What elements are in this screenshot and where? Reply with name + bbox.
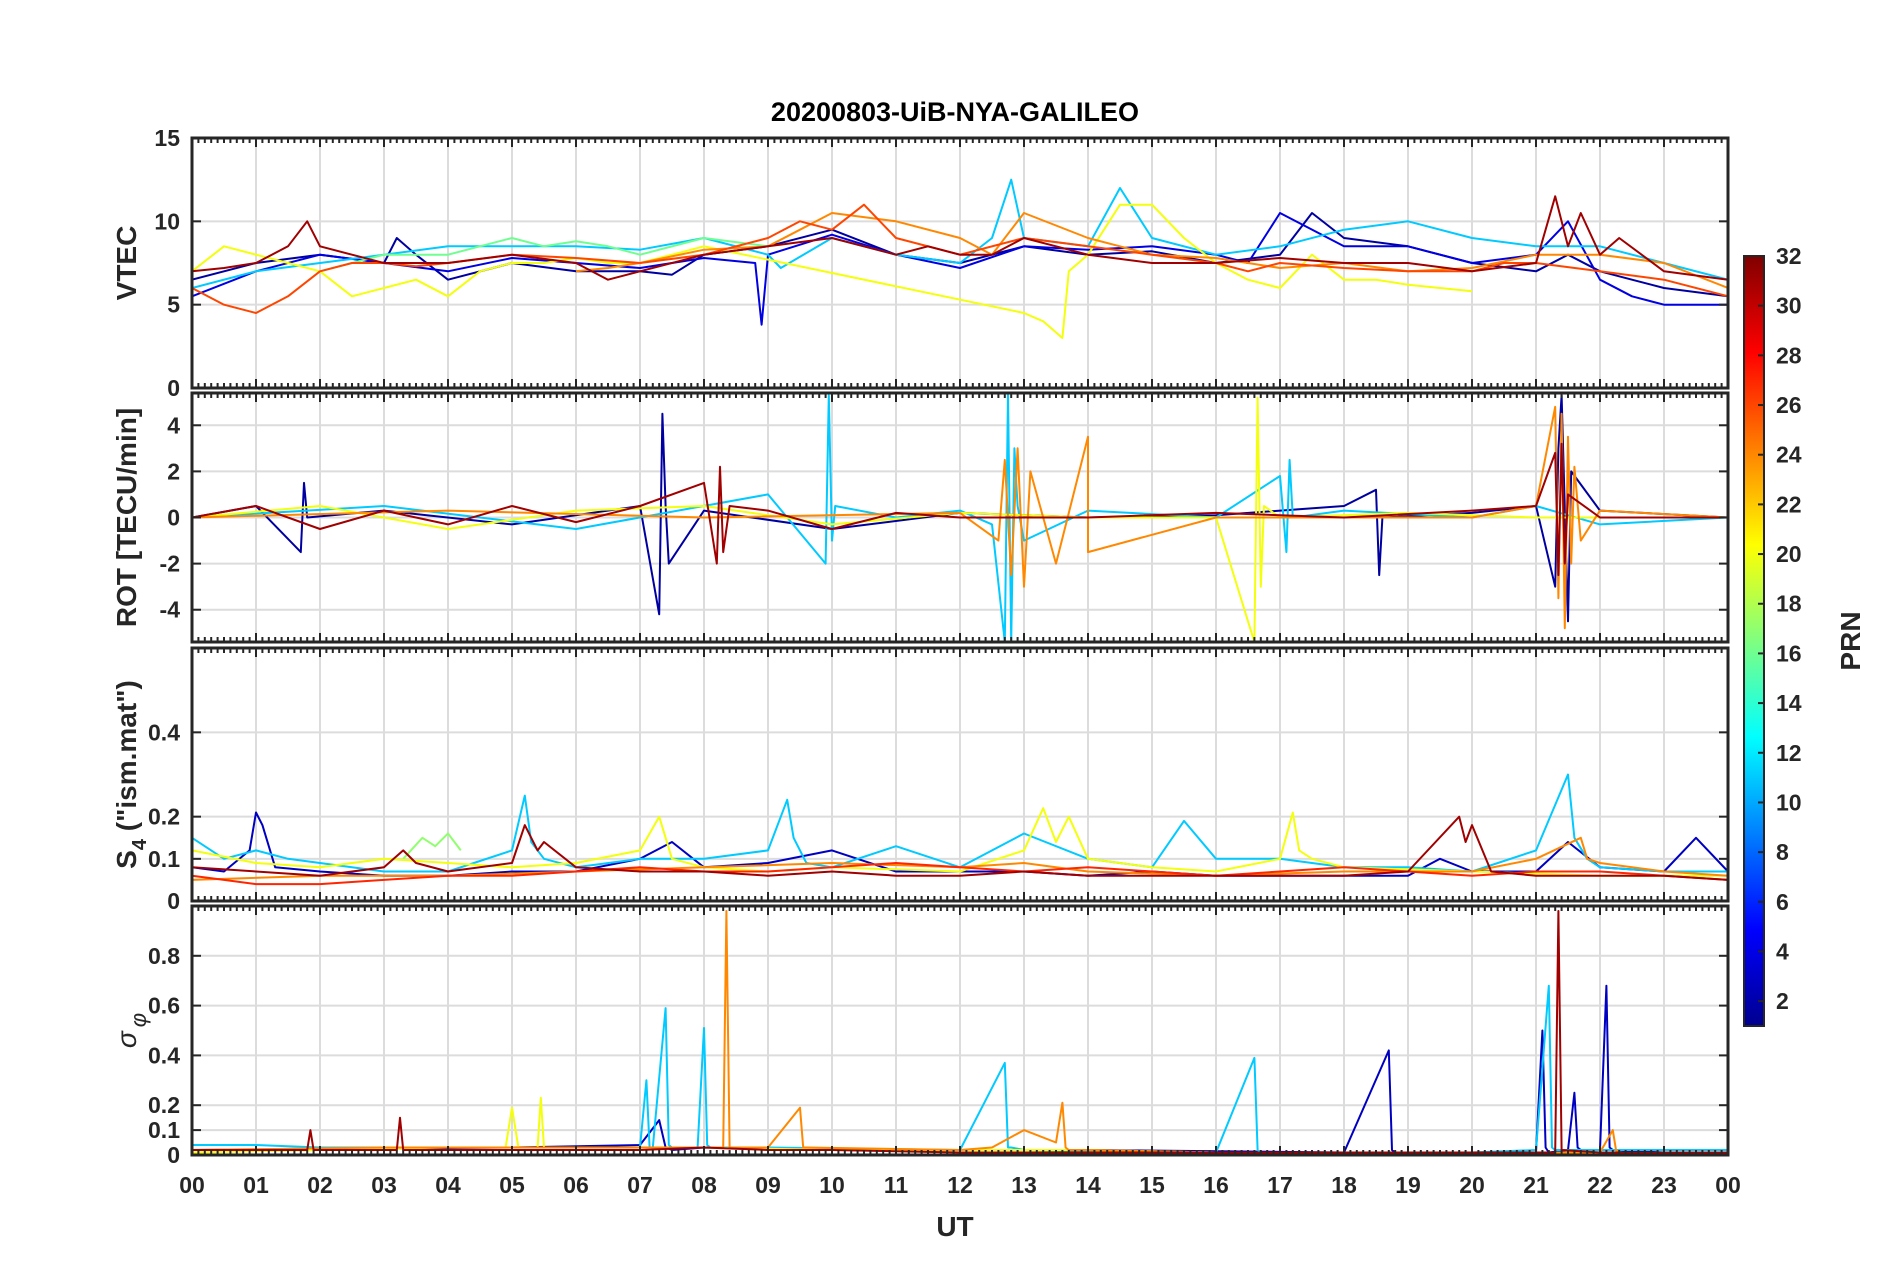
x-tick-label: 10: [819, 1172, 845, 1198]
x-tick-label: 09: [755, 1172, 781, 1198]
series-line-prn-3: [192, 811, 1728, 877]
y-tick-label: 0.2: [148, 804, 180, 830]
x-tick-label: 00: [179, 1172, 205, 1198]
panel-rot: -4 -2 0 2 4 ROT [TECU/min]: [111, 391, 1730, 644]
colorbar-label: PRN: [1835, 611, 1866, 670]
x-tick-label: 21: [1523, 1172, 1549, 1198]
colorbar-tick-label: 20: [1776, 541, 1802, 567]
colorbar-tick-label: 28: [1776, 342, 1802, 368]
y-tick-label: 0.1: [148, 1117, 180, 1143]
x-tick-label: 03: [371, 1172, 397, 1198]
x-tick-label: 02: [307, 1172, 333, 1198]
colorbar-tick-label: 10: [1776, 789, 1802, 815]
colorbar-tick-label: 22: [1776, 491, 1802, 517]
colorbar-tick-label: 18: [1776, 591, 1802, 617]
y-tick-label: 0: [167, 888, 180, 914]
x-tick-label: 08: [691, 1172, 717, 1198]
panel-sigma-phi-ticks: [191, 906, 1729, 1156]
y-tick-label: 0.4: [148, 719, 180, 745]
x-tick-label: 17: [1267, 1172, 1293, 1198]
series-line-prn-24: [192, 405, 1728, 630]
panel-vtec: 0 5 10 15 VTEC: [111, 125, 1730, 401]
series-line-prn-24: [575, 212, 1728, 289]
colorbar-tick-label: 26: [1776, 392, 1802, 418]
y-tick-label: 2: [167, 458, 180, 484]
x-tick-label: 11: [884, 1172, 909, 1198]
series-line-prn-16: [319, 237, 769, 273]
colorbar-gradient: [1743, 255, 1765, 1027]
x-tick-label: 18: [1331, 1172, 1357, 1198]
series-line-prn-17: [402, 832, 462, 860]
panel-rot-ticks: [191, 393, 1729, 642]
y-axis-label-sigma-phi: σφ: [111, 1013, 151, 1048]
y-tick-label: 15: [154, 125, 180, 151]
panel-rot-series: [192, 393, 1728, 642]
x-tick-label: 19: [1395, 1172, 1421, 1198]
colorbar-tick-label: 14: [1776, 690, 1802, 716]
x-tick-label: 01: [243, 1172, 269, 1198]
y-tick-label: 0.1: [148, 846, 180, 872]
panel-vtec-ticks: [191, 137, 1729, 389]
series-line-prn-31: [192, 815, 1728, 881]
panel-vtec-series: [192, 178, 1728, 339]
panel-s4-series: [192, 773, 1728, 886]
series-line-prn-20: [192, 203, 1473, 339]
y-tick-label: -4: [160, 597, 181, 623]
x-tick-label: 22: [1587, 1172, 1613, 1198]
x-tick-label: 00: [1715, 1172, 1741, 1198]
colorbar-tick-label: 12: [1776, 740, 1802, 766]
y-tick-label: 0.4: [148, 1042, 180, 1068]
x-tick-label: 14: [1075, 1172, 1101, 1198]
colorbar-tick-label: 16: [1776, 640, 1802, 666]
series-line-prn-11: [192, 178, 1728, 289]
x-tick-label: 04: [435, 1172, 461, 1198]
y-tick-label: 10: [154, 208, 180, 234]
colorbar-tick-label: 8: [1776, 839, 1789, 865]
colorbar: 32 30 28 26 24 22 20 18 16 14 12 10 8 6 4 2 PRN: [1743, 243, 1866, 1027]
x-tick-labels: 00 01 02 03 04 05 06 07 08 09 10 11 12 13 14 15 16 17 18 19…: [179, 1172, 1741, 1198]
x-tick-label: 20: [1459, 1172, 1485, 1198]
y-tick-label: 0: [167, 375, 180, 401]
panel-sigma-phi: 00.10.2 0.4 0.6 0.8 σφ: [111, 904, 1730, 1168]
series-line-prn-31: [192, 442, 1728, 577]
x-tick-label: 16: [1203, 1172, 1229, 1198]
series-line-prn-31: [192, 195, 1728, 281]
colorbar-tick-label: 4: [1776, 938, 1789, 964]
series-line-prn-26: [192, 203, 1728, 314]
colorbar-tick-label: 24: [1776, 442, 1802, 468]
series-line-prn-24: [192, 910, 1728, 1154]
y-tick-label: 4: [167, 412, 180, 438]
panel-s4: 0 0.1 0.2 0.4S4 ("ism.mat"): [111, 646, 1730, 914]
series-line-prn-4: [192, 212, 1728, 326]
colorbar-tick-label: 6: [1776, 889, 1789, 915]
chart-title: 20200803-UiB-NYA-GALILEO: [771, 97, 1139, 127]
y-tick-label: 5: [167, 292, 180, 318]
y-tick-label: 0.6: [148, 993, 180, 1019]
colorbar-tick-label: 32: [1776, 243, 1802, 269]
panel-s4-ticks: [191, 648, 1729, 902]
y-axis-label-s4: S4 ("ism.mat"): [111, 680, 151, 869]
colorbar-tick-label: 2: [1776, 988, 1789, 1014]
y-axis-label-vtec: VTEC: [111, 226, 142, 301]
x-axis-label: UT: [936, 1211, 973, 1242]
panel-sigma-phi-grid: [191, 906, 1729, 1156]
y-tick-label: -2: [160, 551, 180, 577]
y-tick-label: 0.2: [148, 1092, 180, 1118]
y-tick-label: 0: [167, 1142, 180, 1168]
colorbar-tick-label: 30: [1776, 293, 1802, 319]
x-tick-label: 23: [1651, 1172, 1677, 1198]
x-tick-label: 13: [1011, 1172, 1037, 1198]
x-tick-label: 05: [499, 1172, 525, 1198]
y-tick-label: 0: [167, 505, 180, 531]
series-line-prn-27: [192, 862, 1728, 886]
x-tick-label: 07: [627, 1172, 653, 1198]
y-axis-label-rot: ROT [TECU/min]: [111, 408, 142, 627]
x-tick-label: 15: [1139, 1172, 1165, 1198]
y-tick-label: 0.8: [148, 943, 180, 969]
x-tick-label: 12: [947, 1172, 973, 1198]
x-tick-label: 06: [563, 1172, 589, 1198]
colorbar-ticks: 32 30 28 26 24 22 20 18 16 14 12 10 8 6 4 2: [1758, 243, 1802, 1014]
